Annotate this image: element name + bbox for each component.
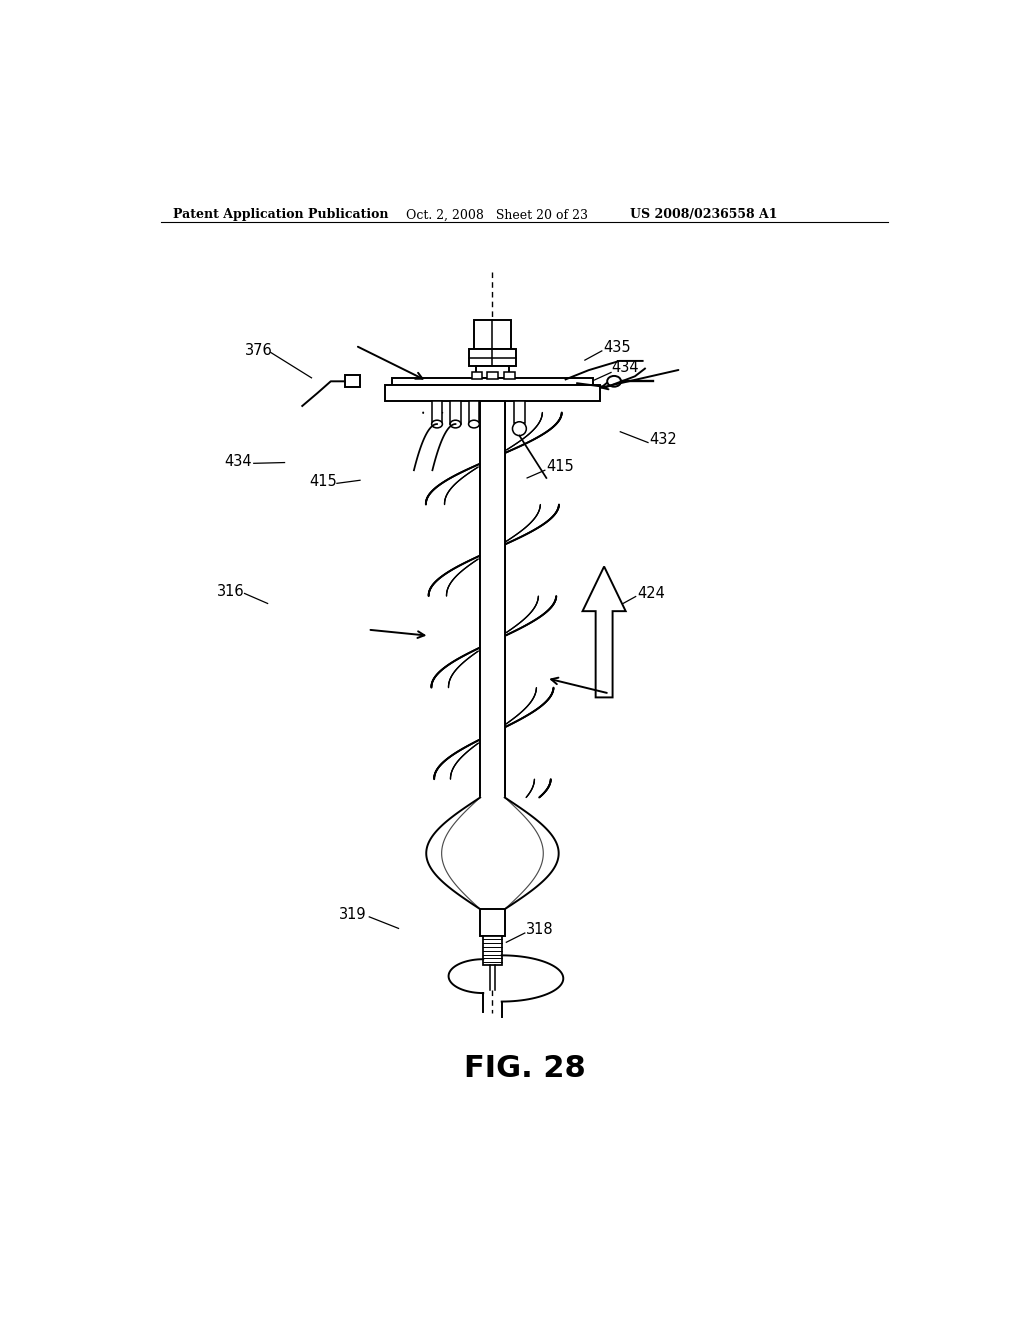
Text: 415: 415 bbox=[309, 474, 337, 490]
Bar bbox=[451, 401, 461, 424]
Text: Patent Application Publication: Patent Application Publication bbox=[173, 209, 388, 222]
Ellipse shape bbox=[512, 422, 526, 436]
Bar bbox=[480, 909, 505, 936]
Bar bbox=[392, 378, 593, 385]
Text: 434: 434 bbox=[224, 454, 252, 469]
Polygon shape bbox=[426, 797, 559, 909]
Text: 435: 435 bbox=[603, 339, 631, 355]
Bar bbox=[432, 401, 442, 424]
Text: 432: 432 bbox=[649, 432, 677, 447]
Text: Oct. 2, 2008   Sheet 20 of 23: Oct. 2, 2008 Sheet 20 of 23 bbox=[407, 209, 588, 222]
Text: 424: 424 bbox=[637, 586, 666, 601]
Ellipse shape bbox=[451, 420, 461, 428]
Bar bbox=[474, 321, 511, 350]
Text: US 2008/0236558 A1: US 2008/0236558 A1 bbox=[630, 209, 777, 222]
Bar bbox=[483, 936, 502, 965]
Text: 376: 376 bbox=[245, 343, 272, 359]
Bar bbox=[469, 401, 479, 424]
FancyBboxPatch shape bbox=[345, 375, 360, 388]
Ellipse shape bbox=[432, 420, 442, 428]
Bar bbox=[487, 372, 498, 379]
Bar bbox=[385, 385, 600, 401]
Text: FIG. 28: FIG. 28 bbox=[464, 1055, 586, 1082]
Ellipse shape bbox=[607, 376, 621, 387]
Bar bbox=[472, 372, 482, 379]
Bar bbox=[469, 350, 515, 367]
Text: 415: 415 bbox=[547, 459, 574, 474]
Bar bbox=[514, 401, 524, 422]
Text: 316: 316 bbox=[217, 583, 245, 599]
Polygon shape bbox=[583, 566, 626, 697]
Bar bbox=[504, 372, 515, 379]
Text: 318: 318 bbox=[526, 923, 554, 937]
Text: 434: 434 bbox=[611, 360, 639, 375]
Ellipse shape bbox=[469, 420, 479, 428]
Bar bbox=[480, 401, 505, 797]
Bar bbox=[480, 401, 505, 797]
Bar bbox=[475, 367, 509, 378]
Text: 319: 319 bbox=[339, 907, 367, 923]
